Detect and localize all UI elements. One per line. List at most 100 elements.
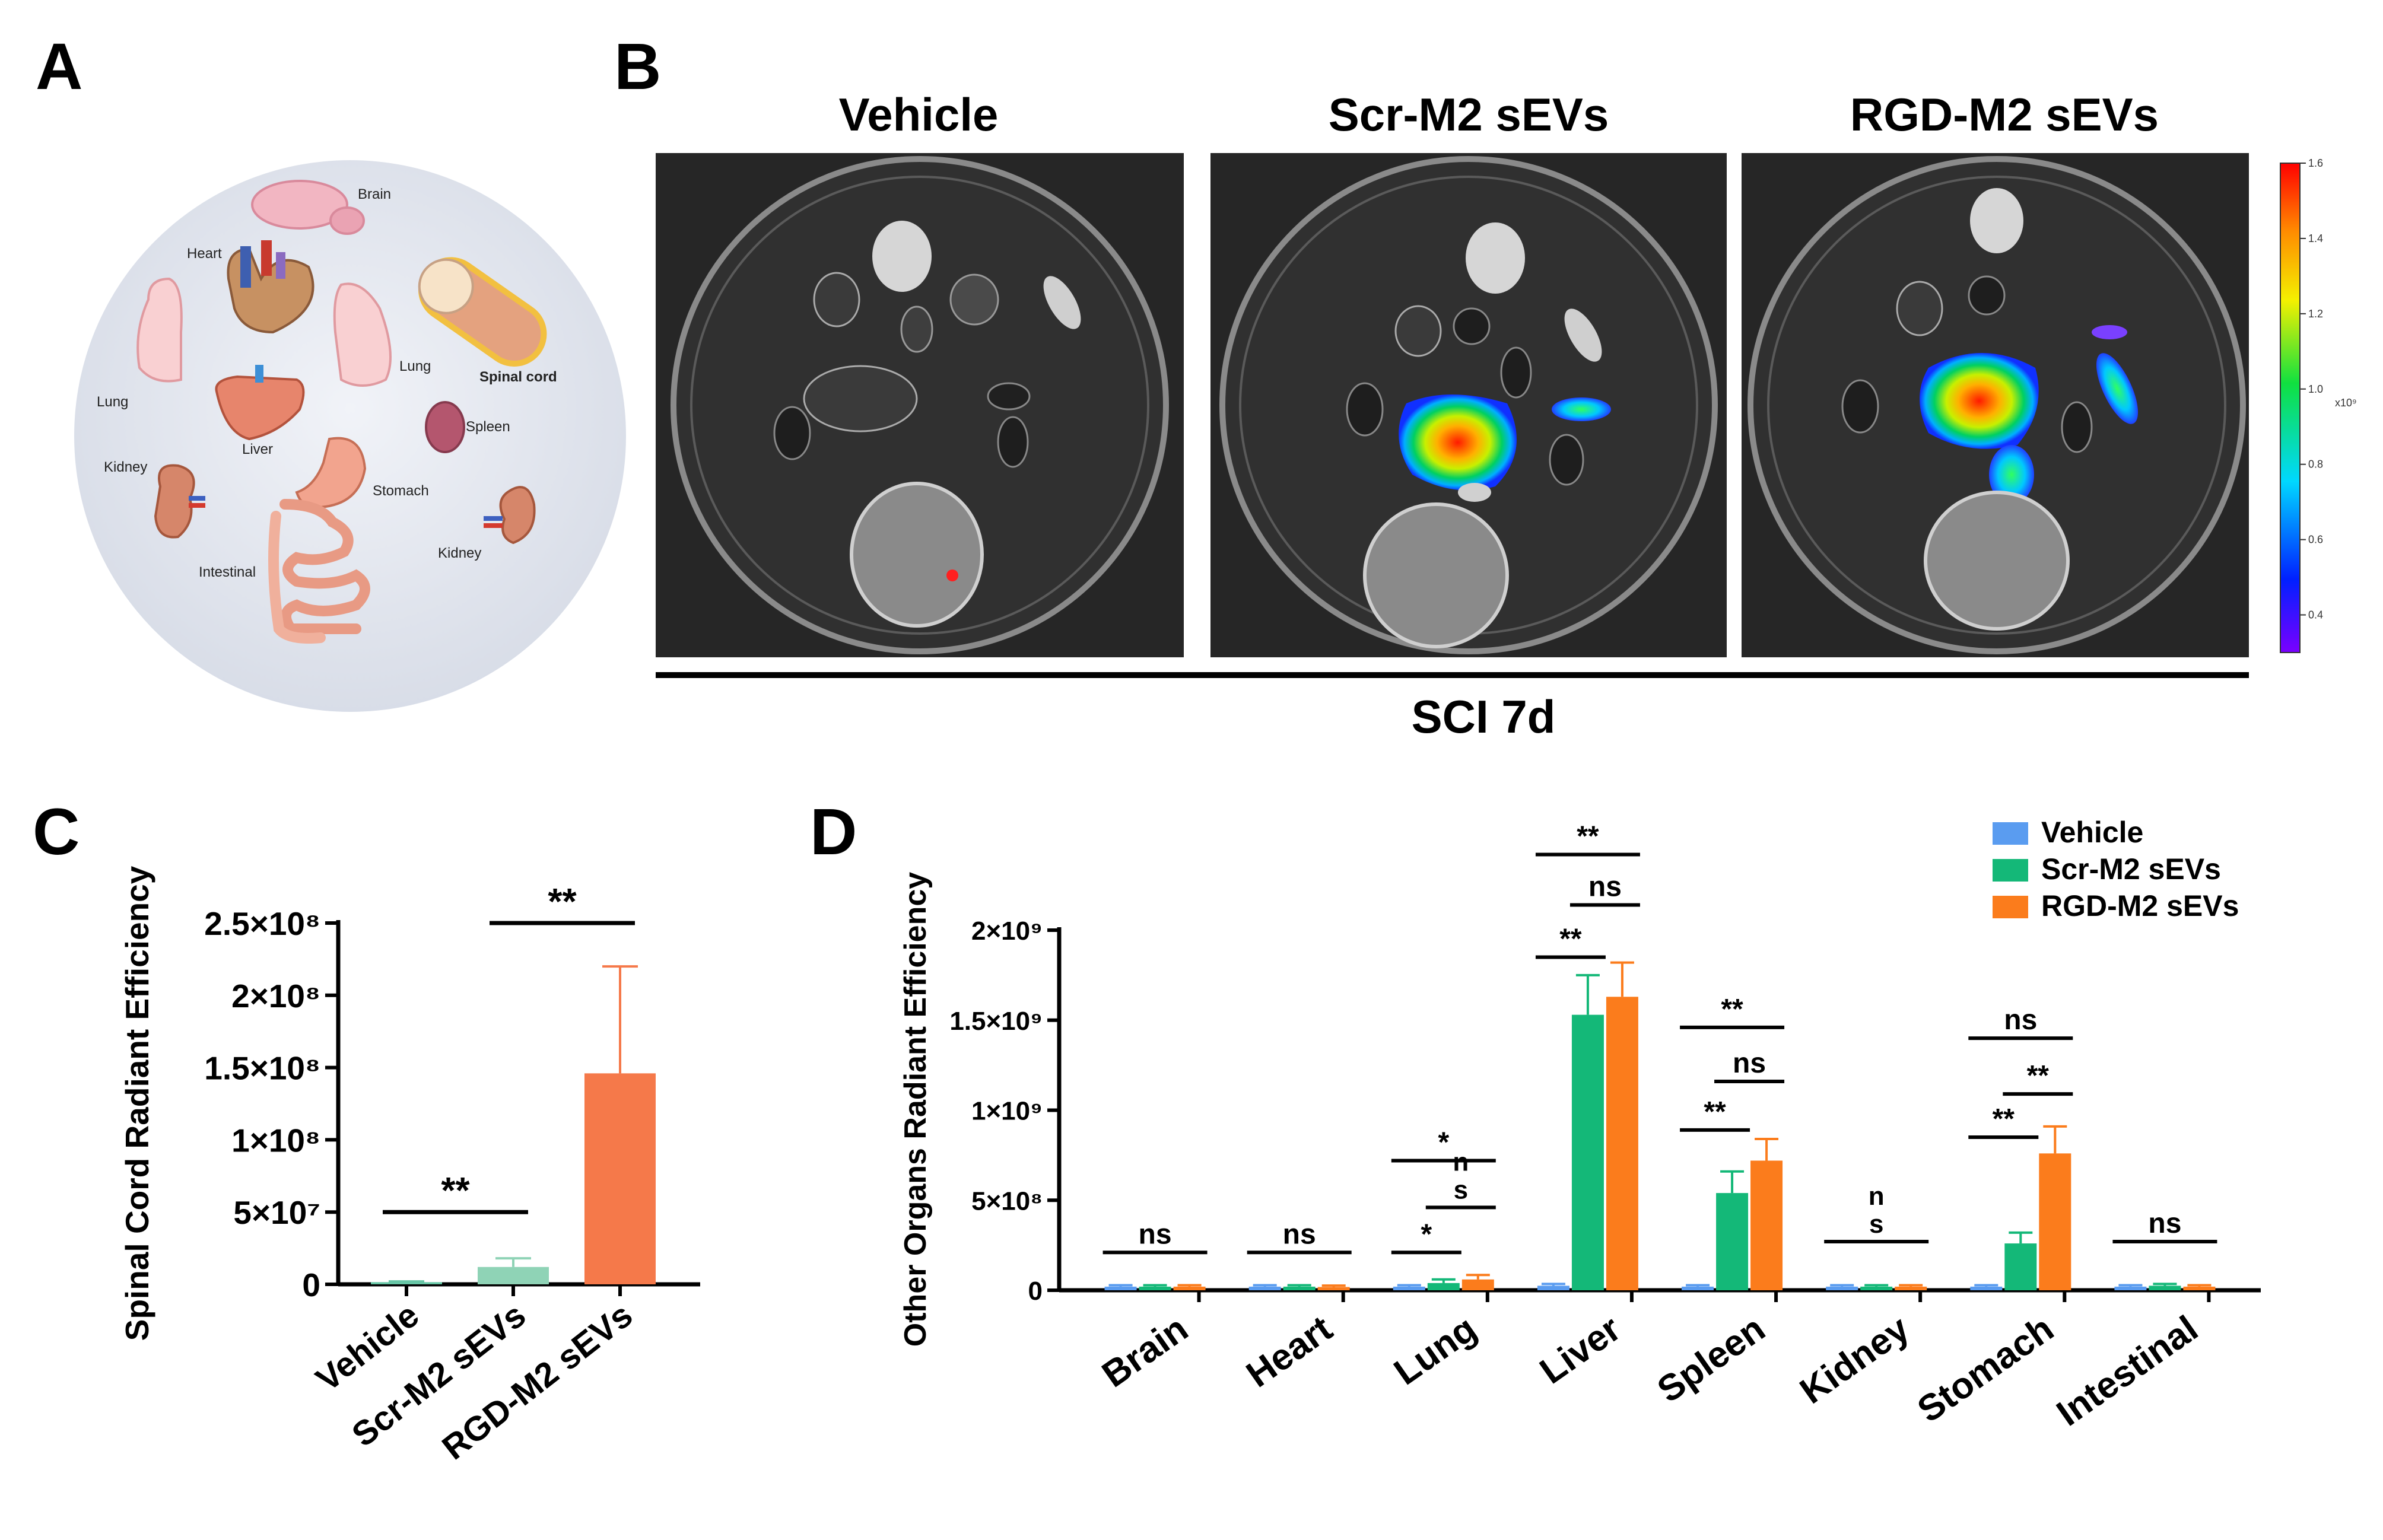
chart-d-bar [1317, 1287, 1350, 1290]
imaging-group-title-rgd: RGD-M2 sEVs [1850, 88, 2159, 141]
kidney-right-illustration [484, 486, 536, 545]
chart-d-y-tick-label: 1.5×10⁹ [949, 1007, 1043, 1036]
chart-spinal-cord: 0 5×10⁷ 1×10⁸ 1.5×10⁸ 2×10⁸ 2.5×10⁸ Spinal Cor… [119, 866, 700, 1467]
chart-d-x-tick-label: Heart [1239, 1308, 1339, 1395]
colorbar-tick-label: 1.2 [2308, 308, 2323, 320]
panel-label-c: C [33, 796, 80, 868]
chart-d-legend-swatch [1993, 859, 2028, 882]
imaging-panel: Vehicle Scr-M2 sEVs RGD-M2 sEVs [656, 88, 2357, 743]
chart-d-significance-label: ns [2004, 1004, 2037, 1036]
chart-d-x-tick-label: Spleen [1650, 1308, 1772, 1411]
organ-label-stomach: Stomach [373, 483, 429, 499]
imaging-timepoint-label: SCI 7d [1412, 691, 1556, 743]
chart-c-y-tick-label: 5×10⁷ [233, 1194, 320, 1231]
chart-d-y-tick-label: 5×10⁸ [971, 1186, 1043, 1216]
imaging-group-title-scr: Scr-M2 sEVs [1329, 88, 1609, 141]
chart-d-legend-swatch [1993, 822, 2028, 845]
organ-label-kidney-right: Kidney [438, 545, 481, 561]
chart-d-bar [1860, 1286, 1893, 1290]
chart-d-x-tick-label: Kidney [1793, 1308, 1917, 1412]
chart-c-y-tick-label: 2×10⁸ [231, 978, 320, 1014]
chart-c-significance-label: ** [548, 882, 577, 922]
spinal-cord-illustration [418, 257, 547, 367]
panel-label-b: B [614, 30, 661, 103]
organ-label-lung-left: Lung [97, 394, 128, 410]
chart-d-bar [1461, 1279, 1494, 1290]
chart-c-y-tick-label: 0 [302, 1267, 320, 1303]
chart-d-bar [2114, 1286, 2147, 1290]
imaging-photo-vehicle [656, 153, 1184, 657]
chart-d-bar [2039, 1153, 2071, 1290]
chart-c-x-tick-label: RGD-M2 sEVs [435, 1296, 640, 1467]
chart-d-bar [1104, 1286, 1137, 1290]
chart-c-y-tick-label: 2.5×10⁸ [204, 905, 320, 942]
organ-label-brain: Brain [358, 186, 391, 202]
chart-d-bar [1248, 1286, 1281, 1290]
chart-d-significance-label: ** [1993, 1103, 2015, 1135]
panel-label-d: D [810, 796, 857, 868]
chart-d-significance-label: ns [1733, 1048, 1766, 1079]
organ-label-spleen: Spleen [466, 419, 510, 435]
colorbar-gradient [2280, 163, 2301, 653]
organ-label-lung-right: Lung [399, 358, 431, 374]
chart-d-bar [1393, 1286, 1425, 1290]
chart-d-bar [2004, 1243, 2037, 1290]
chart-d-bar [2183, 1286, 2216, 1290]
chart-d-legend-label: RGD-M2 sEVs [2041, 889, 2239, 922]
chart-d-bar [1283, 1286, 1316, 1290]
chart-d-significance-label: * [1438, 1127, 1449, 1158]
chart-d-significance-label: ** [1559, 924, 1582, 955]
chart-d-y-tick-label: 1×10⁹ [971, 1097, 1043, 1126]
chart-d-bar [1537, 1286, 1569, 1290]
intestine-illustration [268, 499, 370, 644]
kidney-left-illustration [154, 464, 205, 539]
stomach-illustration [295, 437, 367, 509]
spleen-illustration [425, 401, 465, 453]
chart-d-bar [1427, 1283, 1460, 1290]
liver-illustration [215, 365, 305, 441]
organ-label-spinal-cord: Spinal cord [479, 369, 557, 385]
chart-c-bar [584, 1073, 656, 1284]
chart-d-x-tick-label: Liver [1533, 1308, 1628, 1392]
chart-d-bar [1682, 1286, 1714, 1290]
chart-d-bar [2149, 1286, 2181, 1290]
chart-d-significance-label: ** [1721, 994, 1743, 1025]
chart-d-significance-label: ns [1283, 1218, 1316, 1250]
chart-d-bar [1826, 1286, 1858, 1290]
organ-label-liver: Liver [242, 441, 273, 457]
lung-left-illustration [136, 277, 183, 383]
chart-d-x-tick-label: Lung [1387, 1308, 1484, 1393]
organ-label-heart: Heart [187, 246, 222, 262]
brain-illustration [251, 180, 365, 235]
organ-illustration: Brain Heart Lung Lung Spinal cord Spleen… [74, 160, 626, 712]
chart-d-significance-label: ** [1577, 821, 1599, 852]
imaging-photo-rgd [1742, 153, 2249, 657]
chart-other-organs: 0 5×10⁸ 1×10⁹ 1.5×10⁹ 2×10⁹ Other Organs Radi… [898, 816, 2261, 1434]
chart-d-bar [1970, 1286, 2003, 1290]
chart-d-bar [1895, 1286, 1927, 1290]
chart-d-significance-label: n [1869, 1182, 1885, 1211]
organ-label-intestinal: Intestinal [199, 564, 256, 580]
colorbar: 1.6 1.4 1.2 1.0 0.8 0.6 0.4 x10⁹ [2280, 157, 2357, 653]
chart-d-significance-label: ** [1704, 1096, 1726, 1128]
chart-d-legend-label: Vehicle [2041, 816, 2143, 849]
chart-d-y-axis-title: Other Organs Radiant Efficiency [898, 872, 933, 1347]
chart-d-x-tick-label: Stomach [1910, 1308, 2061, 1431]
colorbar-tick-label: 0.4 [2308, 609, 2323, 621]
chart-d-bar [1173, 1286, 1206, 1290]
chart-c-bar [371, 1282, 442, 1284]
chart-d-significance-label: s [1869, 1210, 1883, 1239]
chart-c-y-tick-label: 1.5×10⁸ [204, 1050, 320, 1087]
chart-d-legend-label: Scr-M2 sEVs [2041, 852, 2221, 886]
chart-c-significance-label: ** [441, 1170, 470, 1211]
chart-d-y-tick-label: 2×10⁹ [971, 917, 1043, 946]
chart-d-bar [1571, 1014, 1604, 1290]
colorbar-tick-label: 1.0 [2308, 383, 2323, 395]
chart-d-significance-label: s [1454, 1175, 1468, 1204]
chart-c-bar [478, 1267, 549, 1284]
chart-d-y-tick-label: 0 [1028, 1277, 1043, 1306]
colorbar-unit-label: x10⁹ [2335, 397, 2357, 409]
colorbar-tick-label: 0.6 [2308, 534, 2323, 546]
lung-right-illustration [333, 282, 392, 387]
